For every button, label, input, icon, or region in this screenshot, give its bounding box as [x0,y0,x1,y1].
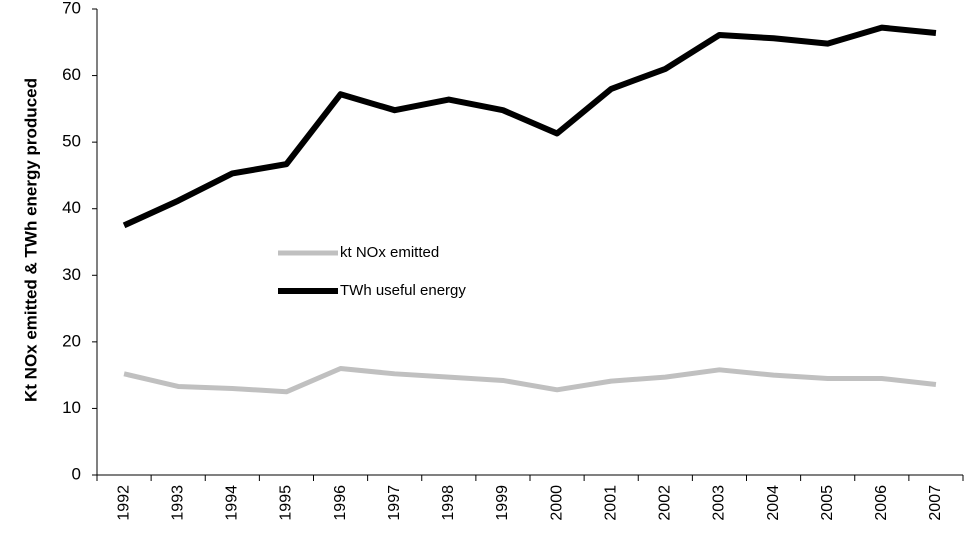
x-tick-label: 1992 [115,485,132,521]
x-tick-label: 2001 [602,485,619,521]
x-tick-label: 1993 [169,485,186,521]
x-tick-label: 1996 [332,485,349,521]
x-tick-label: 2000 [548,485,565,521]
y-tick-label: 70 [62,0,81,17]
series-line [122,24,937,229]
x-tick-label: 1997 [386,485,403,521]
x-tick-label: 1995 [278,485,295,521]
y-tick-label: 60 [62,65,81,84]
y-tick-label: 0 [72,464,81,483]
legend-label: TWh useful energy [340,282,466,299]
series-line [123,365,937,395]
x-tick-label: 2007 [927,485,944,521]
x-tick-label: 2003 [711,485,728,521]
x-tick-label: 2005 [819,485,836,521]
x-tick-label: 2002 [657,485,674,521]
y-axis-label: Kt NOx emitted & TWh energy produced [21,78,40,402]
y-tick-label: 40 [62,198,81,217]
x-tick-label: 2006 [873,485,890,521]
y-tick-label: 30 [62,265,81,284]
x-tick-label: 2004 [765,485,782,521]
x-tick-label: 1994 [224,485,241,521]
legend-label: kt NOx emitted [340,244,439,261]
x-tick-label: 1999 [494,485,511,521]
y-tick-label: 50 [62,132,81,151]
x-tick-label: 1998 [440,485,457,521]
y-tick-label: 20 [62,331,81,350]
y-tick-label: 10 [62,398,81,417]
